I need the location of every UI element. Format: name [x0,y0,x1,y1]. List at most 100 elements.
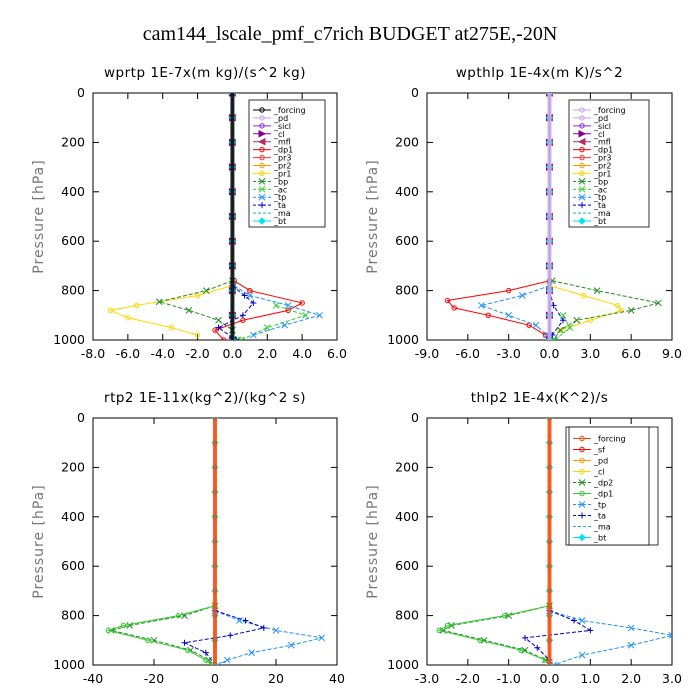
series-point [181,639,188,646]
x-tick-label: -3.0 [496,346,520,361]
series-point [571,617,577,624]
series-point [505,311,513,319]
series-group [444,93,662,340]
series-point [518,292,526,299]
x-tick-label: -1.0 [496,671,520,686]
series-point [560,317,567,324]
series-line-tp [549,610,672,665]
x-tick-label: 6.0 [621,346,641,361]
legend-entry: _sicl [593,122,611,131]
series-line-ta [549,290,564,336]
panel-wprtp: wprtp 1E-7x(m kg)/(s^2 kg) Pressure [hPa]… [31,65,347,361]
legend-marker [578,178,586,185]
series-point [272,627,280,634]
series-point [587,627,594,634]
series-point [185,307,193,314]
series-point [175,612,182,619]
series-point [194,292,201,299]
series-point [302,311,309,319]
legend-marker [579,435,585,442]
legend-entry: _pr3 [593,154,611,163]
y-tick-label: 0 [411,410,419,425]
series-point [299,300,305,306]
legend-marker [258,185,266,193]
series-point [223,656,231,664]
series-point [477,637,483,643]
legend-marker [579,107,585,113]
x-tick-label: 2.0 [621,671,641,686]
series-point [518,647,524,653]
legend-marker [578,217,586,225]
x-tick-label: 0.0 [540,346,560,361]
series-line-ta [217,285,255,340]
legend-marker [259,202,265,209]
legend-marker [579,162,585,169]
series-point [578,651,586,659]
legend-marker [259,123,265,129]
legend-entry: _dp1 [593,146,613,155]
legend-marker [258,178,266,185]
series-group [107,93,323,340]
series-point [316,311,323,319]
panel-title: wprtp 1E-7x(m kg)/(s^2 kg) [104,65,306,81]
series-point [249,331,257,339]
series-point [260,624,267,631]
legend-marker [578,501,586,508]
legend-entry: _ac [273,185,287,194]
series-point [451,305,457,311]
series-point [247,287,253,294]
series-line-dp2 [111,605,216,665]
legend-marker [578,533,586,542]
series-point [241,292,248,299]
series-point [263,324,271,332]
legend-entry: _bt [593,534,606,543]
legend-marker [578,185,586,193]
series-point [232,337,239,340]
series-line-dp1 [437,605,550,665]
series-point [573,316,581,324]
legend-box [568,426,650,546]
series-point [550,661,557,665]
y-tick-label: 200 [395,134,419,149]
series-point [202,287,210,294]
legend-entry: _mfl [593,138,611,147]
series-point [155,298,163,306]
x-tick-label: 0.0 [222,346,242,361]
legend-marker [579,512,585,519]
y-tick-label: 400 [395,184,419,199]
series-point [227,632,234,639]
series-point [203,657,209,663]
x-tick-label: 3.0 [662,671,682,686]
x-tick-label: -40 [83,671,103,686]
y-tick-label: 600 [395,233,419,248]
series-point [550,302,557,309]
panel-wpthlp: wpthlp 1E-4x(m K)/s^2 Pressure [hPa] -9.0 -… [365,65,682,361]
series-point [120,622,127,629]
series-line-ac [240,304,308,340]
series-point [551,336,559,340]
series-point [194,332,201,338]
legend-entry: _sf [593,446,605,455]
legend-entry: _pr3 [273,154,291,163]
legend-entry: _tp [593,501,606,510]
series-point [287,641,295,649]
legend-entry: _pd [273,114,288,123]
series-point [281,321,289,329]
series-point [239,312,246,319]
legend-entry: _cl [593,130,605,139]
legend-entry: _ta [593,512,606,521]
legend-entry: _pd [593,114,608,123]
series-point [557,327,564,333]
panel-title: wpthlp 1E-4x(m K)/s^2 [456,65,623,81]
series-point [550,336,557,340]
x-tick-label: 2.0 [257,346,277,361]
series-point [444,297,451,304]
series-line-bp [552,280,659,340]
y-tick-label: 1000 [387,657,419,672]
series-point [522,634,528,641]
series-point [105,627,111,634]
legend-marker [579,154,585,161]
series-line-pr1 [549,285,623,331]
series-point [480,636,488,644]
